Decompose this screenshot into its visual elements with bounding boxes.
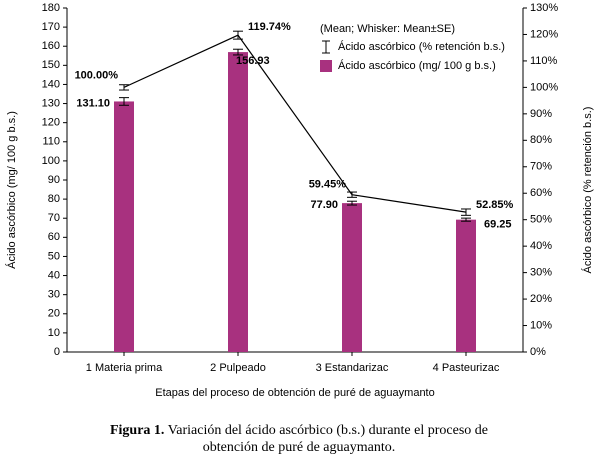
value-label: 59.45% (309, 179, 347, 191)
caption-line: Figura 1. Variación del ácido ascórbico … (110, 423, 488, 438)
y-tick-label: 40 (48, 269, 60, 281)
y2-tick-label: 40% (530, 240, 552, 252)
y2-tick-label: 50% (530, 214, 552, 226)
y-tick-label: 70 (48, 212, 60, 224)
y-tick-label: 130 (42, 97, 60, 109)
y2-tick-label: 20% (530, 293, 552, 305)
x-tick-label: 1 Materia prima (86, 362, 163, 374)
bar (228, 52, 248, 353)
y2-axis-label: Ácido ascórbico (% retención b.s.) (581, 107, 594, 274)
legend-label: Ácido ascórbico (mg/ 100 g b.s.) (338, 59, 496, 72)
caption-line: obtención de puré de aguaymanto. (203, 440, 395, 455)
y2-tick-label: 110% (530, 55, 558, 67)
y-tick-label: 60 (48, 231, 60, 243)
bar (342, 203, 362, 352)
y2-tick-label: 90% (530, 108, 552, 120)
y2-tick-label: 70% (530, 161, 552, 173)
y2-tick-label: 10% (530, 319, 552, 331)
value-label: 100.00% (75, 69, 119, 81)
y2-tick-label: 0% (530, 346, 546, 358)
y2-tick-label: 100% (530, 81, 558, 93)
legend-label: Ácido ascórbico (% retención b.s.) (338, 40, 505, 53)
y-tick-label: 0 (54, 346, 60, 358)
bar (456, 219, 476, 352)
y-tick-label: 50 (48, 250, 60, 262)
x-tick-label: 4 Pasteurizac (433, 362, 500, 374)
y-tick-label: 100 (42, 155, 60, 167)
y-tick-label: 150 (42, 59, 60, 71)
y-tick-label: 170 (42, 21, 60, 33)
value-label: 156.93 (236, 55, 270, 67)
y2-tick-label: 60% (530, 187, 552, 199)
line (123, 34, 467, 213)
y-axis-label: Ácido ascórbico (mg/ 100 g b.s.) (5, 111, 18, 269)
bar (114, 101, 134, 352)
value-label: 77.90 (310, 199, 338, 211)
y-tick-label: 80 (48, 193, 60, 205)
y-tick-label: 160 (42, 40, 60, 52)
value-label: 119.74% (248, 21, 291, 33)
y-tick-label: 140 (42, 78, 60, 90)
value-label: 69.25 (484, 219, 512, 231)
legend-note: (Mean; Whisker: Mean±SE) (320, 23, 455, 35)
legend-symbol (320, 60, 332, 72)
y2-tick-label: 120% (530, 28, 558, 40)
y2-tick-label: 80% (530, 134, 552, 146)
x-axis-label: Etapas del proceso de obtención de puré … (155, 387, 434, 399)
y-tick-label: 30 (48, 289, 60, 301)
value-label: 131.10 (76, 97, 110, 109)
y-tick-label: 110 (42, 136, 60, 148)
y-tick-label: 90 (48, 174, 60, 186)
caption-label: Figura 1. (110, 423, 164, 438)
y-tick-label: 10 (48, 327, 60, 339)
caption-text: Variación del ácido ascórbico (b.s.) dur… (168, 423, 488, 438)
value-label: 52.85% (476, 199, 514, 211)
y-tick-label: 20 (48, 308, 60, 320)
y-tick-label: 120 (42, 117, 60, 129)
y-tick-label: 180 (42, 2, 60, 14)
x-tick-label: 3 Estandarizac (316, 362, 389, 374)
y2-tick-label: 130% (530, 2, 558, 14)
x-tick-label: 2 Pulpeado (210, 362, 266, 374)
y2-tick-label: 30% (530, 267, 552, 279)
